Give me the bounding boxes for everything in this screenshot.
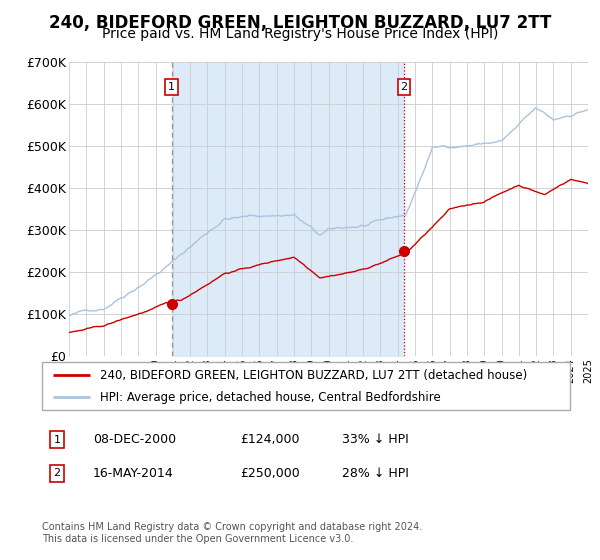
Text: 1: 1	[168, 82, 175, 92]
Text: 2: 2	[401, 82, 407, 92]
Text: £124,000: £124,000	[240, 433, 299, 446]
Text: Price paid vs. HM Land Registry's House Price Index (HPI): Price paid vs. HM Land Registry's House …	[102, 27, 498, 41]
Text: Contains HM Land Registry data © Crown copyright and database right 2024.
This d: Contains HM Land Registry data © Crown c…	[42, 522, 422, 544]
Text: 2: 2	[53, 468, 61, 478]
Text: 1: 1	[53, 435, 61, 445]
Text: 16-MAY-2014: 16-MAY-2014	[93, 466, 174, 480]
FancyBboxPatch shape	[42, 362, 570, 410]
Text: 240, BIDEFORD GREEN, LEIGHTON BUZZARD, LU7 2TT: 240, BIDEFORD GREEN, LEIGHTON BUZZARD, L…	[49, 14, 551, 32]
Text: £250,000: £250,000	[240, 466, 300, 480]
Text: 33% ↓ HPI: 33% ↓ HPI	[342, 433, 409, 446]
Text: HPI: Average price, detached house, Central Bedfordshire: HPI: Average price, detached house, Cent…	[100, 390, 441, 404]
Text: 28% ↓ HPI: 28% ↓ HPI	[342, 466, 409, 480]
Text: 240, BIDEFORD GREEN, LEIGHTON BUZZARD, LU7 2TT (detached house): 240, BIDEFORD GREEN, LEIGHTON BUZZARD, L…	[100, 368, 527, 382]
Text: 08-DEC-2000: 08-DEC-2000	[93, 433, 176, 446]
